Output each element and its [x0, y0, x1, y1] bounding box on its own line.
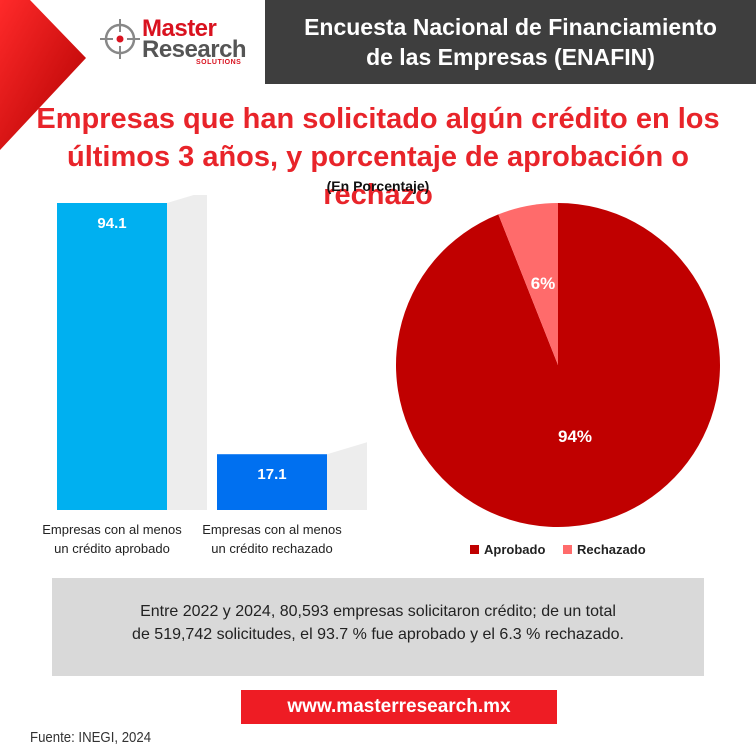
- summary-note: Entre 2022 y 2024, 80,593 empresas solic…: [52, 578, 704, 676]
- pie-slice-aprobado: [395, 203, 720, 527]
- survey-header: Encuesta Nacional de Financiamiento de l…: [265, 0, 756, 84]
- chart-title-line1: Empresas que han solicitado algún crédit…: [36, 103, 720, 135]
- bar-category-label-1: un crédito aprobado: [54, 541, 170, 556]
- chart-title: Empresas que han solicitado algún crédit…: [20, 100, 736, 214]
- pie-chart: 94% 6%: [395, 203, 720, 527]
- bar-category-label-2: un crédito rechazado: [211, 541, 332, 556]
- survey-header-line1: Encuesta Nacional de Financiamiento: [304, 14, 717, 40]
- legend-item-rejected: Rechazado: [563, 542, 646, 557]
- summary-note-line2: de 519,742 solicitudes, el 93.7 % fue ap…: [132, 626, 624, 643]
- bar-1: [57, 203, 167, 510]
- bar-value-label-2: 17.1: [257, 466, 286, 483]
- pie-value-label-rechazado: 6%: [531, 274, 556, 293]
- chart-unit-subtitle: (En Porcentaje): [326, 178, 430, 194]
- bar-chart: 94.1 Empresas con al menos un crédito apro…: [42, 195, 367, 556]
- summary-note-line1: Entre 2022 y 2024, 80,593 empresas solic…: [140, 603, 616, 620]
- legend-swatch-approved: [470, 545, 479, 554]
- website-link[interactable]: www.masterresearch.mx: [241, 690, 557, 724]
- source-note: Fuente: INEGI, 2024: [30, 729, 152, 746]
- legend-label-approved: Aprobado: [484, 542, 546, 557]
- legend-label-rejected: Rechazado: [577, 542, 646, 557]
- logo-text-master: Master: [142, 15, 217, 42]
- legend-swatch-rejected: [563, 545, 573, 554]
- brand-logo: Master Research SOLUTIONS: [100, 14, 250, 66]
- logo-text-research: Research: [142, 36, 247, 63]
- bar-category-label-2: Empresas con al menos: [202, 522, 342, 537]
- survey-header-line2: de las Empresas (ENAFIN): [366, 44, 655, 70]
- pie-legend: Aprobado Rechazado: [470, 542, 660, 557]
- bar-value-label-1: 94.1: [97, 215, 126, 232]
- corner-accent: [0, 0, 86, 150]
- logo-tagline: SOLUTIONS: [196, 59, 242, 66]
- pie-slice-rechazado: [498, 203, 558, 365]
- pie-value-label-aprobado: 94%: [558, 427, 592, 446]
- crosshair-icon: [100, 19, 140, 59]
- bar-2: [217, 454, 327, 510]
- legend-item-approved: Aprobado: [470, 542, 545, 557]
- bar-shadow: [167, 195, 207, 510]
- bar-category-label-1: Empresas con al menos: [42, 522, 182, 537]
- bar-shadow: [327, 442, 367, 510]
- chart-title-line2: últimos 3 años, y porcentaje de aprobaci…: [66, 141, 690, 211]
